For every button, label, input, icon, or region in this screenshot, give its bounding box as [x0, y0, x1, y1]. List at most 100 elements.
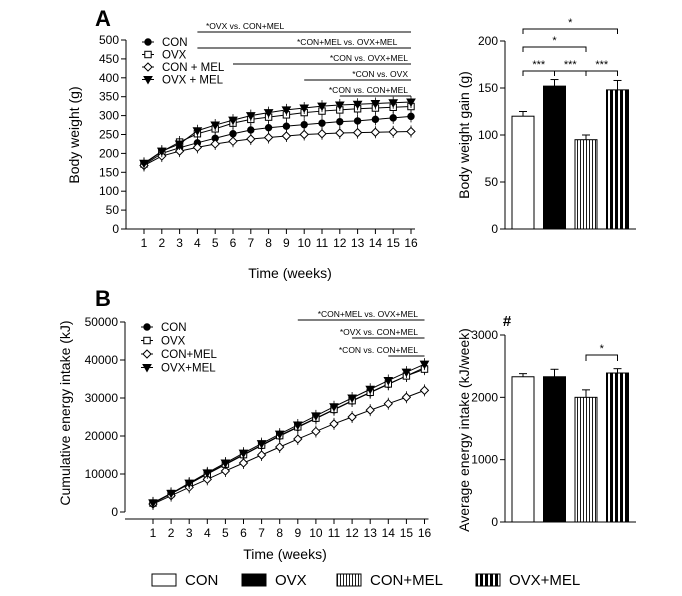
data-point [139, 159, 149, 169]
significance-bracket [522, 28, 618, 34]
bar [511, 376, 535, 523]
data-point [365, 385, 376, 395]
x-tick-label: 14 [369, 236, 383, 250]
x-tick-label: 10 [298, 236, 312, 250]
data-point [238, 458, 249, 468]
bar [606, 372, 629, 523]
legend-marker [144, 38, 152, 46]
data-point [352, 127, 363, 138]
data-point [174, 146, 185, 156]
data-point [352, 100, 363, 110]
y-tick-label: 200 [478, 34, 498, 48]
data-point [311, 426, 321, 437]
data-point [419, 385, 430, 396]
x-axis-title: Time (weeks) [243, 546, 327, 562]
x-tick-label: 13 [351, 236, 365, 250]
annotation-label: *CON vs. CON+MEL [329, 85, 408, 95]
x-tick-label: 10 [309, 526, 323, 540]
series-line [143, 130, 412, 166]
data-point [389, 114, 397, 122]
data-point [419, 360, 430, 370]
panel-label-b: B [95, 286, 111, 311]
y-tick-label: 2000 [471, 390, 498, 404]
x-tick-label: 7 [258, 526, 265, 540]
significance-label: * [552, 35, 557, 47]
y-tick-label: 100 [99, 184, 119, 198]
bar [574, 396, 598, 523]
y-tick-label: 0 [491, 222, 498, 236]
data-point [184, 479, 195, 489]
bar [511, 115, 535, 230]
significance-bracket [522, 46, 587, 52]
data-point [388, 127, 398, 137]
x-tick-label: 5 [212, 236, 219, 250]
x-tick-label: 16 [418, 526, 432, 540]
annotation-label: *OVX vs. CON+MEL [206, 21, 284, 31]
x-tick-label: 3 [176, 236, 183, 250]
y-tick-label: 20000 [85, 429, 119, 443]
bar [543, 85, 566, 230]
y-tick-label: 40000 [85, 353, 119, 367]
significance-label: *** [564, 59, 578, 71]
y-axis-title: Body weight gain (g) [456, 71, 472, 199]
data-point [311, 412, 321, 421]
y-tick-label: 1000 [471, 453, 498, 467]
data-point [353, 117, 362, 125]
x-tick-label: 4 [204, 526, 211, 540]
x-tick-label: 6 [230, 236, 237, 250]
significance-label: *** [532, 59, 546, 71]
legend-marker [143, 336, 151, 345]
x-axis-title: Time (weeks) [248, 265, 332, 281]
data-point [300, 120, 308, 129]
y-tick-label: 350 [99, 90, 119, 104]
x-tick-label: 1 [141, 236, 148, 250]
legend-swatch [336, 573, 362, 587]
significance-bracket [585, 70, 618, 76]
legend-label: OVX+MEL [509, 572, 580, 589]
x-tick-label: 4 [194, 236, 201, 250]
legend-marker [143, 62, 153, 72]
data-point [371, 115, 380, 124]
x-tick-label: 11 [328, 526, 341, 540]
data-point [317, 129, 327, 139]
legend-label: CON+MEL [161, 349, 218, 361]
data-point [317, 102, 327, 112]
bar [543, 376, 566, 523]
x-tick-label: 2 [158, 236, 165, 250]
data-point [329, 419, 339, 429]
data-point [292, 421, 303, 430]
data-point [274, 442, 285, 452]
x-tick-label: 16 [404, 236, 418, 250]
y-tick-label: 500 [99, 33, 119, 47]
data-point [406, 126, 416, 137]
significance-bracket [554, 70, 587, 76]
data-point [256, 450, 267, 460]
data-point [299, 104, 310, 114]
x-tick-label: 12 [333, 236, 347, 250]
data-point [388, 99, 399, 108]
data-point [263, 132, 274, 143]
y-axis-title: Cumulative energy intake (kJ) [57, 320, 73, 505]
series-line [143, 115, 412, 166]
series-line [143, 101, 412, 164]
y-tick-label: 450 [99, 52, 119, 66]
annotation-label: *OVX vs. CON+MEL [340, 327, 418, 337]
x-tick-label: 14 [382, 526, 396, 540]
legend-label: OVX + MEL [162, 75, 224, 87]
x-tick-label: 5 [222, 526, 229, 540]
x-tick-label: 9 [283, 236, 290, 250]
data-point [407, 112, 415, 121]
series-line [152, 389, 425, 505]
legend-label: OVX+MEL [161, 363, 216, 375]
y-tick-label: 10000 [85, 467, 119, 481]
x-tick-label: 15 [400, 526, 414, 540]
y-tick-label: 50000 [85, 315, 119, 329]
data-point [365, 405, 375, 415]
y-tick-label: 50 [485, 175, 499, 189]
data-point [245, 112, 256, 121]
y-tick-label: 0 [491, 515, 498, 529]
legend-marker [143, 76, 153, 85]
bar [574, 139, 598, 230]
